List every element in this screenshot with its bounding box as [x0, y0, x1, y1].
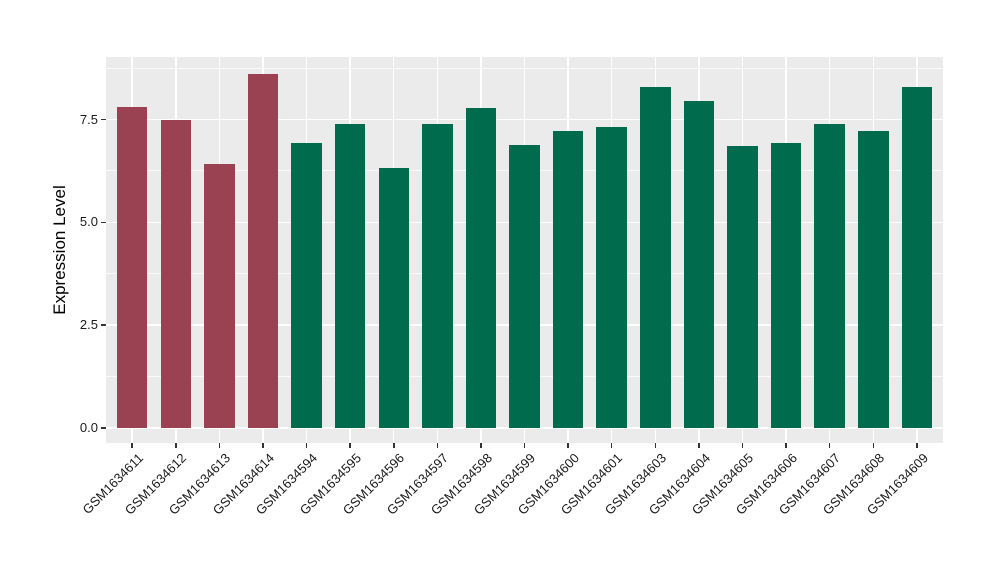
y-tick-mark	[101, 221, 106, 223]
bar	[683, 100, 715, 428]
bar	[247, 74, 279, 428]
y-tick-mark	[101, 427, 106, 429]
x-tick-mark	[523, 443, 526, 448]
x-tick-mark	[175, 443, 177, 448]
x-tick-mark	[785, 443, 787, 448]
bar	[901, 87, 933, 428]
bar	[509, 144, 540, 428]
bar	[422, 123, 453, 428]
x-tick-mark	[480, 443, 482, 448]
bar	[858, 130, 889, 428]
bar	[465, 107, 497, 428]
bar	[640, 87, 671, 428]
x-tick-mark	[828, 443, 831, 448]
bar	[727, 146, 758, 428]
x-tick-mark	[349, 443, 351, 448]
x-tick-mark	[741, 443, 744, 448]
x-tick-mark	[610, 443, 613, 448]
bar	[552, 131, 584, 428]
bar	[378, 167, 409, 428]
x-tick-mark	[916, 443, 918, 448]
y-tick-mark	[101, 324, 106, 326]
x-tick-mark	[131, 443, 133, 448]
y-tick-label: 2.5	[79, 317, 98, 332]
bar	[160, 119, 191, 428]
y-tick-label: 5.0	[79, 214, 98, 230]
x-tick-mark	[872, 443, 874, 448]
x-tick-mark	[305, 443, 308, 448]
bar	[334, 123, 366, 428]
bar	[116, 107, 148, 428]
bar	[204, 163, 235, 428]
plot-panel	[106, 57, 943, 443]
y-tick-mark	[101, 118, 106, 121]
y-axis-title: Expression Level	[50, 185, 69, 315]
x-tick-mark	[567, 443, 569, 448]
y-tick-label: 0.0	[79, 419, 98, 435]
bar	[596, 126, 627, 428]
x-tick-mark	[218, 443, 221, 448]
y-tick-label: 7.5	[79, 111, 98, 127]
bar	[770, 142, 802, 428]
x-tick-mark	[262, 443, 264, 448]
x-tick-mark	[393, 443, 395, 448]
x-tick-mark	[654, 443, 656, 448]
bar	[291, 142, 322, 428]
x-tick-mark	[436, 443, 439, 448]
x-tick-mark	[698, 443, 700, 448]
bar	[814, 123, 845, 428]
